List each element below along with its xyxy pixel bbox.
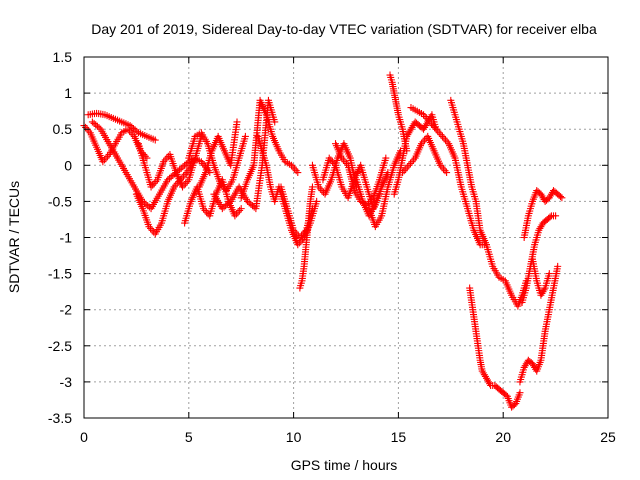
data-point — [233, 118, 241, 126]
data-point — [176, 166, 184, 174]
data-point — [546, 213, 554, 221]
data-point — [218, 205, 226, 213]
data-point — [92, 121, 100, 129]
data-point — [308, 183, 316, 191]
data-point — [241, 132, 249, 140]
data-point — [437, 131, 445, 139]
data-point — [133, 127, 141, 135]
data-point — [405, 161, 413, 169]
data-point — [82, 123, 90, 131]
y-tick-label: -3.5 — [48, 410, 72, 426]
data-point — [431, 123, 439, 131]
data-point — [129, 124, 137, 132]
data-point — [167, 173, 175, 181]
data-point — [245, 199, 253, 207]
data-point — [294, 169, 302, 177]
data-point — [164, 176, 172, 184]
x-axis-label: GPS time / hours — [291, 457, 398, 473]
data-point — [93, 122, 101, 130]
data-point — [271, 118, 279, 126]
data-point — [558, 194, 566, 202]
data-point — [442, 136, 450, 144]
data-point — [181, 161, 189, 169]
data-point — [328, 158, 336, 166]
y-tick-label: -2.5 — [48, 338, 72, 354]
data-point — [220, 203, 228, 211]
data-point — [177, 164, 185, 172]
data-point — [126, 122, 134, 130]
y-axis-label: SDTVAR / TECUs — [6, 181, 22, 293]
y-tick-label: 0.5 — [53, 121, 73, 137]
data-point — [438, 132, 446, 140]
data-point — [440, 134, 448, 142]
chart-title: Day 201 of 2019, Sidereal Day-to-day VTE… — [91, 21, 597, 37]
data-point — [237, 205, 245, 213]
y-tick-label: 0 — [64, 157, 72, 173]
data-point — [88, 118, 96, 126]
y-tick-label: -1.5 — [48, 266, 72, 282]
data-point — [166, 174, 174, 182]
y-tick-label: -0.5 — [48, 193, 72, 209]
data-point — [408, 158, 416, 166]
x-tick-label: 5 — [185, 429, 193, 445]
data-point — [545, 270, 553, 278]
data-point — [95, 124, 103, 132]
y-tick-label: -3 — [60, 374, 73, 390]
y-tick-label: 1 — [64, 85, 72, 101]
data-point — [90, 119, 98, 127]
data-point — [163, 154, 171, 162]
y-tick-label: -2 — [60, 302, 73, 318]
data-point — [406, 159, 414, 167]
x-tick-label: 15 — [391, 429, 407, 445]
data-point — [382, 154, 390, 162]
data-point — [441, 167, 449, 175]
data-point — [556, 193, 564, 201]
data-point — [516, 389, 524, 397]
data-point — [131, 126, 139, 134]
x-tick-label: 20 — [495, 429, 511, 445]
x-tick-label: 10 — [286, 429, 302, 445]
data-point — [552, 212, 560, 220]
data-point — [236, 206, 244, 214]
data-point — [179, 163, 187, 171]
data-point — [247, 200, 255, 208]
data-point — [169, 171, 177, 179]
data-point — [223, 200, 231, 208]
data-point — [439, 165, 447, 173]
data-point — [203, 208, 211, 216]
axis-ticks: -3.5 -3 -2.5 -2 -1.5 -1 -0.5 0 0.5 1 1.5 0 5 10 15 20 25 — [48, 49, 616, 445]
data-point — [222, 202, 230, 210]
data-point — [225, 199, 233, 207]
data-point — [443, 169, 451, 177]
data-point — [435, 129, 443, 137]
data-point — [341, 158, 349, 166]
y-tick-label: -1 — [60, 230, 73, 246]
data-point — [148, 226, 156, 234]
x-tick-label: 0 — [80, 429, 88, 445]
data-point — [289, 163, 297, 171]
data-points — [80, 71, 566, 411]
data-point — [554, 262, 562, 270]
data-point — [403, 163, 411, 171]
data-point — [128, 123, 136, 131]
data-point — [313, 197, 321, 205]
data-point — [243, 197, 251, 205]
x-tick-label: 25 — [600, 429, 616, 445]
data-point — [402, 165, 410, 173]
data-point — [144, 202, 152, 210]
data-point — [150, 179, 158, 187]
data-point — [291, 165, 299, 173]
y-tick-label: 1.5 — [53, 49, 73, 65]
data-point — [151, 136, 159, 144]
